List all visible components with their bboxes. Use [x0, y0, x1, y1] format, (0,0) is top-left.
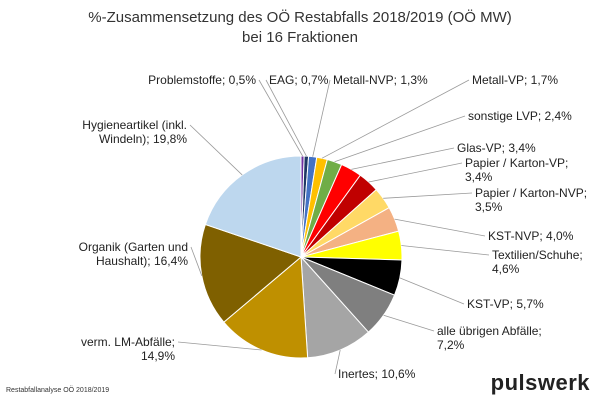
brand-logo: pulswerk	[490, 370, 590, 395]
source-note: Restabfallanalyse OÖ 2018/2019	[6, 387, 110, 394]
leader-line	[394, 218, 486, 237]
leader-line	[334, 115, 466, 163]
leader-line	[383, 314, 435, 332]
data-label: EAG; 0,7%	[269, 73, 329, 87]
data-label: Papier / Karton-NVP; 3,5%	[475, 186, 587, 214]
data-label: Hygieneartikel (inkl. Windeln); 19,8%	[82, 118, 187, 146]
leader-line	[383, 192, 473, 199]
data-label: Textilien/Schuhe; 4,6%	[492, 248, 583, 276]
data-label: Metall-VP; 1,7%	[472, 73, 558, 87]
data-label: Glas-VP; 3,4%	[457, 141, 536, 155]
data-label: KST-VP; 5,7%	[467, 297, 544, 311]
data-label: Papier / Karton-VP; 3,4%	[465, 156, 568, 184]
leader-line	[351, 147, 455, 170]
leader-line	[189, 124, 243, 176]
pie-slice	[300, 255, 370, 359]
leader-line	[190, 246, 203, 276]
pie-slice	[223, 255, 309, 359]
data-label: Problemstoffe; 0,5%	[148, 73, 256, 87]
leader-line	[265, 79, 307, 157]
leader-line	[312, 79, 331, 157]
data-label: alle übrigen Abfälle; 7,2%	[437, 324, 542, 352]
chart-title: %-Zusammensetzung des OÖ Restabfalls 201…	[0, 8, 600, 48]
chart-title-line-2: bei 16 Fraktionen	[242, 29, 358, 46]
leader-line	[401, 245, 490, 256]
data-label: verm. LM-Abfälle; 14,9%	[81, 335, 175, 363]
data-label: Organik (Garten und Haushalt); 16,4%	[79, 240, 189, 268]
data-label: Inertes; 10,6%	[338, 367, 416, 381]
leader-line	[177, 341, 262, 351]
pie-slice	[204, 155, 302, 258]
data-label: sonstige LVP; 2,4%	[468, 109, 572, 123]
leader-line	[321, 79, 470, 159]
data-label: KST-NVP; 4,0%	[488, 229, 574, 243]
data-label: Metall-NVP; 1,3%	[333, 73, 428, 87]
chart-title-line-1: %-Zusammensetzung des OÖ Restabfalls 201…	[88, 9, 512, 26]
leader-line	[368, 162, 463, 183]
leader-line	[258, 79, 303, 157]
leader-line	[399, 277, 465, 305]
leader-line	[334, 350, 341, 375]
